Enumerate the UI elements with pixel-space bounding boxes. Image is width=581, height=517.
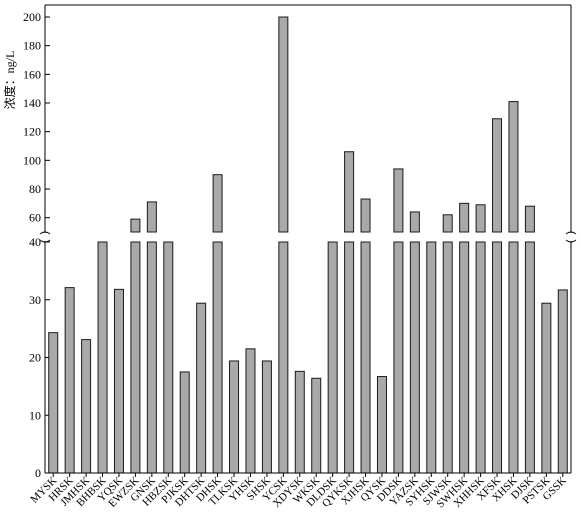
bar-upper-segment <box>475 204 486 233</box>
axis-break-gap <box>40 233 50 241</box>
axis-break-mark <box>39 231 51 235</box>
y-tick-label: 40 <box>29 235 41 249</box>
bar <box>163 241 174 474</box>
y-tick-label: 0 <box>35 466 41 480</box>
bar <box>196 302 207 474</box>
bar-upper-segment <box>146 201 157 233</box>
upper-y-ticks: 60 80 100 120 140 160 180 200 <box>23 10 50 225</box>
y-tick-label: 100 <box>23 153 41 167</box>
bar <box>212 241 223 474</box>
bar-upper-segment <box>524 205 535 233</box>
axis-break-mark <box>39 239 51 243</box>
axis-break-gap <box>566 233 576 241</box>
bar <box>442 241 453 474</box>
bar <box>245 348 256 474</box>
bar <box>541 302 552 474</box>
bar-upper-segment <box>508 101 519 233</box>
bar-upper-segment <box>442 214 453 233</box>
bar <box>524 241 535 474</box>
bar-upper-segment <box>393 168 404 233</box>
bar <box>113 288 124 474</box>
bar <box>475 241 486 474</box>
bar <box>492 241 503 474</box>
lower-y-ticks: 0 10 20 30 40 <box>29 235 50 480</box>
bar <box>426 241 437 474</box>
y-tick-label: 30 <box>29 293 41 307</box>
y-tick-label: 60 <box>29 211 41 225</box>
y-tick-label: 180 <box>23 39 41 53</box>
bar <box>459 241 470 474</box>
bar <box>376 376 387 474</box>
bar <box>557 289 568 474</box>
plot-frame <box>39 4 577 474</box>
bar <box>344 241 355 474</box>
bar <box>64 287 75 474</box>
bar <box>409 241 420 474</box>
y-axis-title: 浓度：ng/L <box>2 51 17 110</box>
bar-upper-segment <box>459 202 470 233</box>
bar <box>393 241 404 474</box>
bar <box>294 370 305 474</box>
y-tick-label: 200 <box>23 10 41 24</box>
y-tick-label: 120 <box>23 125 41 139</box>
bar <box>360 241 371 474</box>
y-tick-label: 80 <box>29 182 41 196</box>
bar-upper-segment <box>212 174 223 233</box>
bar <box>278 241 289 474</box>
y-tick-label: 160 <box>23 67 41 81</box>
bar <box>97 241 108 474</box>
bar <box>311 377 322 474</box>
bar <box>327 241 338 474</box>
bar-upper-segment <box>130 218 141 233</box>
category-labels: MYSKHRSKJMHSKBHBSKYQSKEWZSKGNSKHBZSKPJKS… <box>28 473 569 510</box>
bar <box>130 241 141 474</box>
bar <box>229 360 240 474</box>
y-tick-label: 20 <box>29 351 41 365</box>
y-tick-label: 10 <box>29 408 41 422</box>
bar <box>81 339 92 474</box>
bar <box>261 360 272 474</box>
bar-upper-segment <box>278 16 289 233</box>
bar-upper-segment <box>360 198 371 233</box>
y-tick-label: 140 <box>23 96 41 110</box>
bar <box>146 241 157 474</box>
bar-upper-segment <box>344 151 355 233</box>
axis-break-mark <box>565 239 577 243</box>
bar <box>179 371 190 474</box>
axis-break-mark <box>565 231 577 235</box>
bar-upper-segment <box>409 211 420 233</box>
bar <box>508 241 519 474</box>
bar <box>48 332 59 474</box>
bars <box>48 16 568 474</box>
bar-upper-segment <box>492 118 503 233</box>
